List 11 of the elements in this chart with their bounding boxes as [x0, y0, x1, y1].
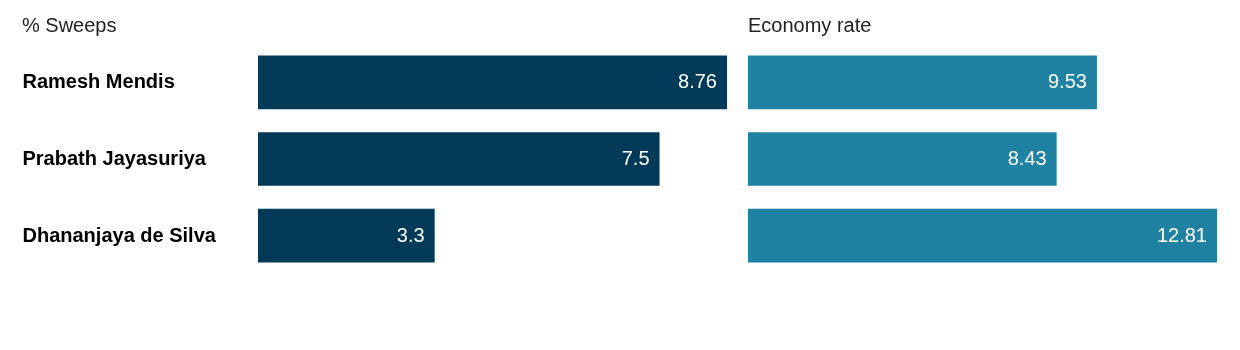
data-label: 8.43: [1007, 147, 1047, 169]
y-tick-label: Prabath Jayasuriya: [22, 147, 207, 169]
data-label: 8.76: [678, 70, 717, 93]
data-label: 3.3: [396, 223, 425, 246]
data-label: 9.53: [1047, 70, 1087, 93]
chart-title: Economy rate: [748, 14, 872, 36]
data-label: 12.81: [1156, 223, 1207, 246]
y-tick-label: Ramesh Mendis: [22, 70, 175, 93]
text: % Sweeps: [22, 14, 117, 36]
y-tick-label: Dhananjaya de Silva: [22, 223, 217, 246]
data-label: 7.5: [621, 147, 650, 169]
